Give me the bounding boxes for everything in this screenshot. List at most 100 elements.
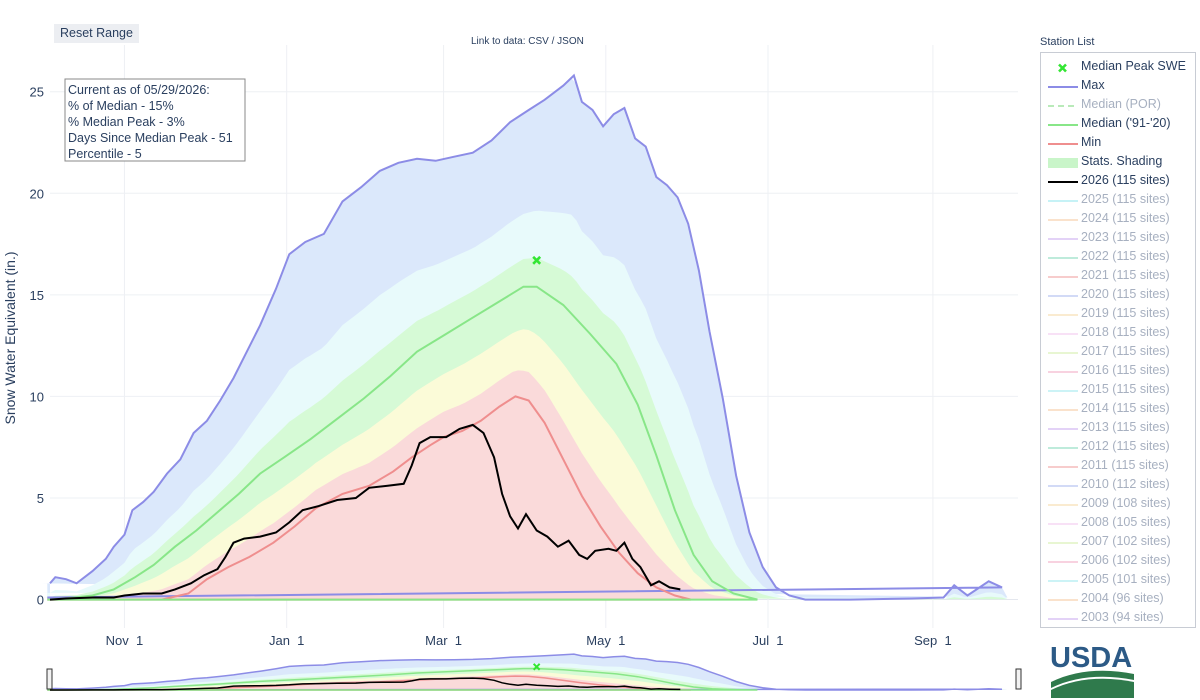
info-line-4: Days Since Median Peak - 51 [68,131,233,145]
legend-item-label: 2013 (115 sites) [1081,420,1170,434]
x-tick-label: Sep 1 [914,633,952,648]
csv-link[interactable]: CSV [528,36,549,47]
legend-item[interactable]: 2019 (115 sites) [1041,305,1195,324]
legend-item[interactable]: 2006 (102 sites) [1041,552,1195,571]
legend-item-label: 2010 (112 sites) [1081,477,1170,491]
legend-item[interactable]: 2023 (115 sites) [1041,229,1195,248]
legend-symbol-icon [1048,86,1078,88]
legend-item[interactable]: Median (POR) [1041,96,1195,115]
legend-item-label: Median Peak SWE [1081,59,1186,73]
shading-band-min [42,370,1008,600]
preview-current-line [50,677,681,691]
y-tick-label: 15 [30,288,44,303]
legend-item[interactable]: 2017 (115 sites) [1041,343,1195,362]
legend-item[interactable]: 2012 (115 sites) [1041,438,1195,457]
y-tick-label: 10 [30,389,44,404]
legend-symbol-icon [1048,276,1078,278]
max-line [47,73,1003,601]
reset-range-button[interactable]: Reset Range [54,24,139,43]
legend-item[interactable]: 2010 (112 sites) [1041,476,1195,495]
x-tick-label: Jan 1 [269,633,304,648]
legend-symbol-icon [1048,314,1078,316]
legend-item[interactable]: 2020 (115 sites) [1041,286,1195,305]
json-link[interactable]: JSON [557,36,584,47]
x-tick-label: Jul 1 [752,633,783,648]
range-slider-left-handle[interactable] [46,668,53,690]
y-tick-label: 5 [37,491,44,506]
legend-item[interactable]: 2021 (115 sites) [1041,267,1195,286]
median-line [47,285,758,601]
legend-item[interactable]: Median Peak SWE [1041,58,1195,77]
legend-item-label: 2025 (115 sites) [1081,192,1170,206]
swe-chart[interactable]: Nov 1 Jan 1 Mar 1 May 1 Jul 1 Sep 1 0 5 10 15 20 2… [0,0,1040,700]
range-slider[interactable] [42,652,1022,692]
legend-item[interactable]: Max [1041,77,1195,96]
legend-item-label: 2020 (115 sites) [1081,287,1170,301]
legend-item[interactable]: 2018 (115 sites) [1041,324,1195,343]
legend-symbol-icon [1048,257,1078,259]
info-line-3: % Median Peak - 3% [68,115,185,129]
legend-symbol-icon [1048,352,1078,354]
legend-item[interactable]: 2016 (115 sites) [1041,362,1195,381]
x-axis-ticks: Nov 1 Jan 1 Mar 1 May 1 Jul 1 Sep 1 [106,633,952,648]
legend-item[interactable]: 2011 (115 sites) [1041,457,1195,476]
legend-item-label: Stats. Shading [1081,154,1163,168]
preview-peak-marker [532,663,541,671]
legend-item[interactable]: 2013 (115 sites) [1041,419,1195,438]
legend-item[interactable]: 2008 (105 sites) [1041,514,1195,533]
legend-item-label: 2016 (115 sites) [1081,363,1170,377]
legend-symbol-icon [1048,105,1078,107]
legend-symbol-icon [1048,158,1078,168]
legend-symbol-icon [1048,523,1078,525]
legend-item-label: Min [1081,135,1102,149]
legend-symbol-icon [1048,181,1078,183]
legend-item[interactable]: Stats. Shading [1041,153,1195,172]
info-line-1: Current as of 05/29/2026: [68,83,210,97]
legend-symbol-icon [1048,124,1078,126]
stats-shading [42,78,1008,600]
data-link-text: Link to data: CSV / JSON [471,36,584,47]
y-axis-label: Snow Water Equivalent (in.) [2,252,18,425]
legend-symbol-icon [1048,599,1078,601]
legend-item[interactable]: 2024 (115 sites) [1041,210,1195,229]
legend: Median Peak SWE Max Median (POR) Median ('9… [1040,52,1196,628]
legend-item-label: 2023 (115 sites) [1081,230,1170,244]
legend-symbol-icon [1048,219,1078,221]
legend-item[interactable]: 2015 (115 sites) [1041,381,1195,400]
legend-item[interactable]: Median ('91-'20) [1041,115,1195,134]
legend-item-label: Max [1081,78,1105,92]
range-slider-right-handle[interactable] [1015,668,1022,690]
legend-item-label: 2015 (115 sites) [1081,382,1170,396]
legend-item-label: 2005 (101 sites) [1081,572,1171,586]
info-line-5: Percentile - 5 [68,147,142,161]
legend-item-label: 2024 (115 sites) [1081,211,1170,225]
legend-symbol-icon [1048,561,1078,563]
legend-symbol-icon [1048,238,1078,240]
legend-item-label: 2009 (108 sites) [1081,496,1171,510]
legend-symbol-icon [1048,504,1078,506]
legend-symbol-icon [1058,63,1067,73]
legend-item[interactable]: 2007 (102 sites) [1041,533,1195,552]
legend-item[interactable]: 2022 (115 sites) [1041,248,1195,267]
data-link-prefix: Link to data: [471,36,529,47]
legend-symbol-icon [1048,447,1078,449]
legend-item[interactable]: 2005 (101 sites) [1041,571,1195,590]
legend-item-label: 2012 (115 sites) [1081,439,1170,453]
legend-item[interactable]: 2026 (115 sites) [1041,172,1195,191]
legend-symbol-icon [1048,542,1078,544]
data-link-separator: / [548,36,558,47]
legend-item[interactable]: 2025 (115 sites) [1041,191,1195,210]
legend-symbol-icon [1048,390,1078,392]
legend-item[interactable]: 2014 (115 sites) [1041,400,1195,419]
legend-item[interactable]: 2004 (96 sites) [1041,590,1195,609]
legend-item-label: Median (POR) [1081,97,1161,111]
legend-item-label: 2011 (115 sites) [1081,458,1169,472]
legend-item[interactable]: Min [1041,134,1195,153]
chart-lines [47,73,1003,601]
range-slider-preview [42,653,1008,691]
legend-item[interactable]: 2009 (108 sites) [1041,495,1195,514]
legend-item[interactable]: 2003 (94 sites) [1041,609,1195,628]
legend-item-label: 2006 (102 sites) [1081,553,1171,567]
x-tick-label: May 1 [586,633,625,648]
y-axis-ticks: 0 5 10 15 20 25 [30,85,44,608]
